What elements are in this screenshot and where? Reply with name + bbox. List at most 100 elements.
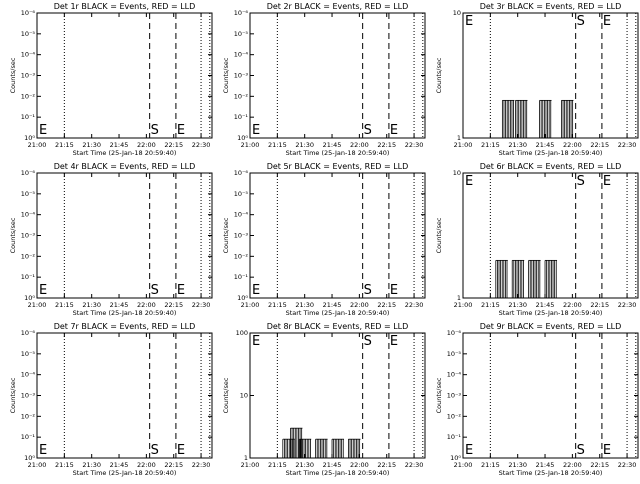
y-tick-label: 10⁻⁶	[447, 329, 462, 337]
x-tick-label: 22:15	[164, 301, 183, 309]
x-tick-label: 21:45	[110, 141, 129, 149]
x-tick-label: 22:30	[618, 301, 637, 309]
y-tick-label: 10⁻¹	[21, 273, 36, 281]
y-tick-label: 10⁻⁵	[234, 30, 249, 38]
y-tick-label: 10⁻⁶	[21, 9, 36, 17]
x-tick-label: 21:15	[55, 141, 74, 149]
y-tick-label: 10⁻⁴	[234, 51, 249, 59]
y-tick-label: 10⁻³	[21, 392, 36, 400]
y-tick-label: 10⁻¹	[234, 273, 249, 281]
x-tick-label: 21:15	[55, 301, 74, 309]
plot-title: Det 4r BLACK = Events, RED = LLD	[54, 162, 196, 171]
y-axis-label: Counts/sec	[222, 57, 230, 93]
plot-title: Det 3r BLACK = Events, RED = LLD	[480, 2, 622, 11]
end-marker-label: E	[177, 283, 185, 298]
x-tick-label: 22:15	[590, 461, 609, 469]
y-axis-label: Counts/sec	[435, 57, 443, 93]
x-tick-label: 22:30	[192, 141, 211, 149]
y-tick-label: 10⁰	[24, 454, 35, 462]
x-tick-label: 22:30	[618, 461, 637, 469]
x-axis-label: Start Time (25-Jan-18 20:59:40)	[286, 309, 390, 317]
y-tick-label: 10⁻³	[21, 72, 36, 80]
x-tick-label: 22:00	[563, 301, 582, 309]
x-tick-label: 22:30	[192, 301, 211, 309]
x-tick-label: 22:15	[164, 461, 183, 469]
left-marker-label: E	[465, 14, 473, 29]
x-tick-label: 21:00	[28, 301, 47, 309]
end-marker-label: E	[390, 123, 398, 138]
left-marker-label: E	[252, 283, 260, 298]
y-tick-label: 10⁻⁶	[234, 9, 249, 17]
x-tick-label: 21:45	[323, 301, 342, 309]
y-tick-label: 10⁰	[237, 294, 248, 302]
plot-frame	[462, 332, 639, 459]
start-marker-label: S	[364, 334, 372, 349]
left-marker-label: E	[465, 443, 473, 458]
x-tick-label: 21:15	[268, 301, 287, 309]
start-marker-label: S	[151, 123, 159, 138]
plot-title: Det 6r BLACK = Events, RED = LLD	[480, 162, 622, 171]
x-tick-label: 21:30	[82, 141, 101, 149]
x-tick-label: 21:00	[241, 301, 260, 309]
x-tick-label: 22:15	[377, 461, 396, 469]
start-marker-label: S	[364, 123, 372, 138]
x-tick-label: 21:30	[295, 141, 314, 149]
end-marker-label: E	[177, 123, 185, 138]
plot-frame	[249, 172, 426, 299]
y-tick-label: 10⁰	[237, 134, 248, 142]
x-tick-label: 21:15	[481, 301, 500, 309]
y-tick-label: 1	[244, 454, 248, 462]
y-tick-label: 1	[457, 134, 461, 142]
x-tick-label: 21:30	[82, 461, 101, 469]
x-axis-label: Start Time (25-Jan-18 20:59:40)	[499, 149, 603, 157]
y-tick-label: 10⁻²	[234, 252, 249, 260]
x-tick-label: 22:30	[405, 141, 424, 149]
y-tick-label: 10⁰	[24, 134, 35, 142]
plot-frame	[36, 12, 213, 139]
end-marker-label: E	[603, 443, 611, 458]
left-marker-label: E	[465, 174, 473, 189]
x-tick-label: 22:15	[377, 141, 396, 149]
y-tick-label: 10⁻²	[234, 92, 249, 100]
x-tick-label: 21:15	[268, 141, 287, 149]
x-tick-label: 21:15	[55, 461, 74, 469]
y-axis-label: Counts/sec	[222, 217, 230, 253]
start-marker-label: S	[151, 443, 159, 458]
y-tick-label: 10⁻⁵	[234, 190, 249, 198]
end-marker-label: E	[177, 443, 185, 458]
plot-title: Det 2r BLACK = Events, RED = LLD	[267, 2, 409, 11]
y-axis-label: Counts/sec	[435, 377, 443, 413]
start-marker-label: S	[577, 174, 585, 189]
y-tick-label: 10⁻³	[234, 232, 249, 240]
x-tick-label: 21:45	[323, 461, 342, 469]
plot-title: Det 7r BLACK = Events, RED = LLD	[54, 322, 196, 331]
y-axis-label: Counts/sec	[9, 377, 17, 413]
x-tick-label: 21:45	[323, 141, 342, 149]
y-tick-label: 10⁻⁴	[21, 211, 36, 219]
x-tick-label: 22:00	[350, 141, 369, 149]
x-tick-label: 22:30	[192, 461, 211, 469]
plot-frame	[36, 332, 213, 459]
end-marker-label: E	[603, 174, 611, 189]
start-marker-label: S	[364, 283, 372, 298]
x-tick-label: 22:00	[563, 461, 582, 469]
x-tick-label: 21:00	[454, 141, 473, 149]
x-axis-label: Start Time (25-Jan-18 20:59:40)	[73, 309, 177, 317]
plot-frame	[462, 172, 639, 299]
x-tick-label: 22:00	[137, 141, 156, 149]
y-axis-label: Counts/sec	[9, 217, 17, 253]
x-tick-label: 21:00	[454, 301, 473, 309]
start-marker-label: S	[577, 14, 585, 29]
x-tick-label: 21:30	[508, 141, 527, 149]
y-tick-label: 10	[240, 392, 248, 400]
x-tick-label: 22:15	[164, 141, 183, 149]
y-tick-label: 10⁻⁵	[21, 190, 36, 198]
y-tick-label: 10⁻³	[447, 392, 462, 400]
y-tick-label: 10⁻⁴	[447, 371, 462, 379]
y-tick-label: 10⁻¹	[21, 113, 36, 121]
y-tick-label: 10⁻⁵	[21, 30, 36, 38]
x-tick-label: 21:00	[28, 461, 47, 469]
y-axis-label: Counts/sec	[222, 377, 230, 413]
y-tick-label: 10⁻³	[21, 232, 36, 240]
